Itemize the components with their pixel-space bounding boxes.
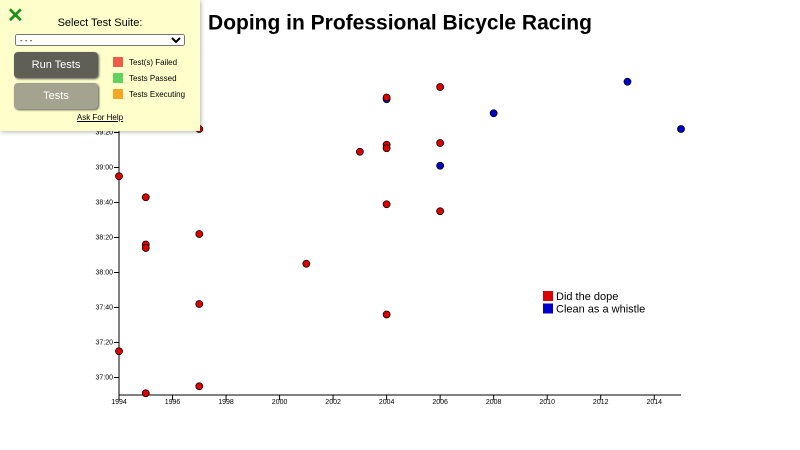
point [623, 77, 632, 86]
x-tick-label: 1994 [111, 399, 127, 406]
x-tick-label: 2004 [379, 399, 395, 406]
point [677, 125, 685, 133]
point [141, 389, 150, 398]
point [382, 310, 391, 319]
y-tick-label: 39:20 [95, 129, 113, 136]
x-tick-label: 2014 [646, 399, 662, 406]
y-tick-label: 37:40 [95, 304, 113, 311]
close-button[interactable]: ✕ [7, 5, 24, 27]
point [115, 172, 123, 181]
legend-item: Test(s) Failed [113, 57, 177, 67]
x-tick-label: 2012 [593, 399, 609, 406]
y-tick-label: 39:00 [95, 164, 113, 171]
point [195, 300, 204, 308]
x-tick-label: 2002 [325, 399, 341, 406]
legend-text: Tests Executing [129, 89, 186, 99]
legend-item: Tests Passed [113, 73, 177, 83]
x-tick-label: 2008 [486, 399, 502, 406]
tests-button[interactable]: Tests [14, 83, 98, 109]
point [436, 161, 445, 170]
point [355, 147, 364, 156]
x-tick-label: 1996 [165, 399, 181, 406]
chart-title: Doping in Professional Bicycle Racing [208, 12, 592, 35]
select-label: Select Test Suite: [57, 17, 143, 29]
x-tick-label: 2010 [539, 399, 555, 406]
point [382, 93, 391, 102]
point [195, 382, 204, 391]
y-tick-label: 37:00 [95, 374, 113, 381]
point [436, 139, 445, 147]
run-button[interactable]: Run Tests [14, 52, 98, 78]
y-tick-label: 38:40 [95, 199, 113, 206]
point [141, 193, 150, 202]
test-panel: ✕ Select Test Suite: - - - Run Tests Tes… [0, 0, 200, 131]
x-tick-label: 2006 [432, 399, 448, 406]
point [302, 259, 311, 268]
point [115, 347, 123, 356]
point [141, 244, 150, 252]
y-tick-label: 38:00 [95, 269, 113, 276]
point [436, 207, 445, 216]
legend-item: Tests Executing [113, 89, 185, 99]
legend-swatch [543, 303, 553, 314]
suite-select[interactable]: - - - [15, 34, 185, 46]
point [436, 83, 445, 91]
help-link[interactable]: Ask For Help [76, 113, 124, 122]
legend-text: Tests Passed [129, 73, 177, 83]
point [382, 200, 391, 209]
x-tick-label: 2000 [272, 399, 288, 406]
legend-label: Clean as a whistle [556, 303, 645, 315]
x-tick-label: 1998 [218, 399, 234, 406]
y-tick-label: 37:20 [95, 339, 113, 346]
legend-label: Did the dope [556, 291, 618, 303]
point [382, 144, 391, 153]
point [195, 230, 204, 238]
y-tick-label: 38:20 [95, 234, 113, 241]
legend-text: Test(s) Failed [129, 57, 178, 67]
point [489, 109, 498, 118]
legend-swatch [543, 291, 553, 301]
